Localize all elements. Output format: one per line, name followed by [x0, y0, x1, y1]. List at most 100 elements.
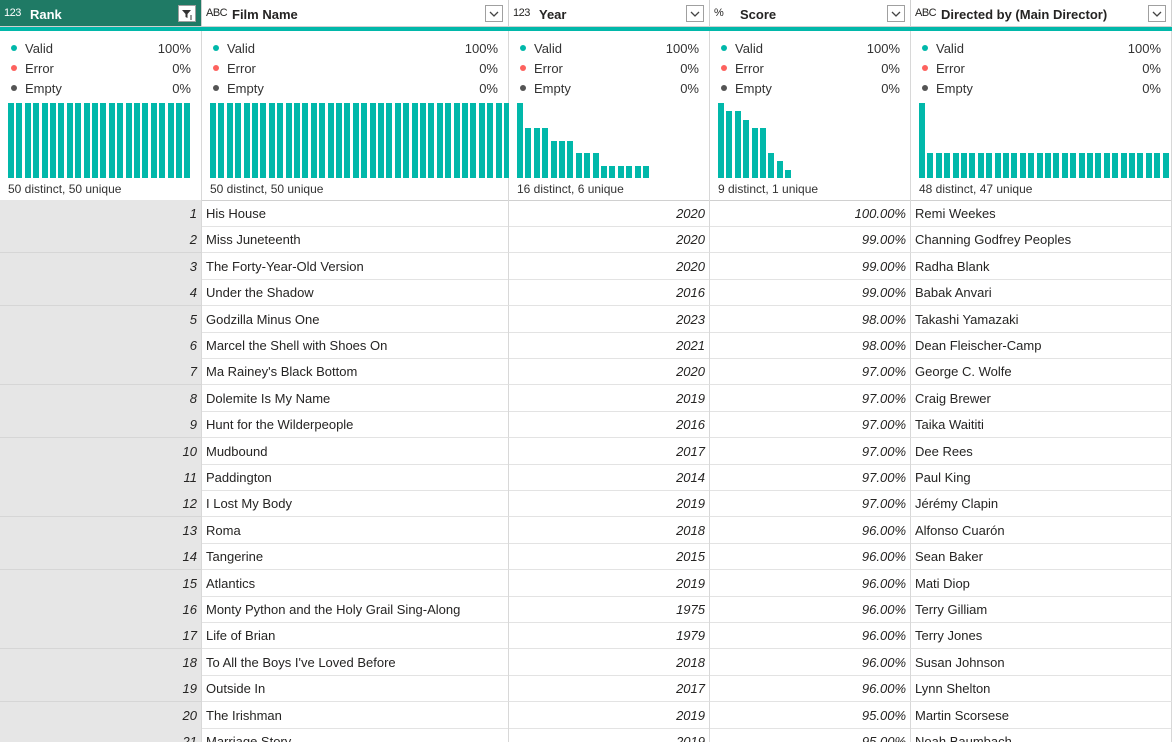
table-cell[interactable]: 2015 — [509, 543, 710, 571]
table-cell[interactable]: 2020 — [509, 200, 710, 227]
table-cell[interactable]: 2018 — [509, 516, 710, 544]
dropdown-button[interactable] — [887, 5, 905, 22]
table-cell[interactable]: 96.00% — [710, 596, 911, 623]
table-cell[interactable]: 2016 — [509, 411, 710, 439]
table-cell[interactable]: Paddington — [202, 464, 509, 491]
table-cell[interactable]: Babak Anvari — [911, 279, 1172, 307]
table-cell[interactable]: Channing Godfrey Peoples — [911, 226, 1172, 254]
dropdown-button[interactable] — [1148, 5, 1166, 22]
type-icon[interactable]: 123 — [513, 7, 530, 19]
table-cell[interactable]: Tangerine — [202, 543, 509, 571]
table-cell[interactable]: 2018 — [509, 648, 710, 676]
table-cell[interactable]: Atlantics — [202, 569, 509, 597]
column-name[interactable]: Film Name — [232, 7, 298, 22]
table-cell[interactable]: Taika Waititi — [911, 411, 1172, 439]
table-cell[interactable]: 97.00% — [710, 358, 911, 386]
table-cell[interactable]: Takashi Yamazaki — [911, 305, 1172, 333]
table-cell[interactable]: I Lost My Body — [202, 490, 509, 518]
table-cell[interactable]: 2019 — [509, 701, 710, 729]
table-cell[interactable]: 95.00% — [710, 701, 911, 729]
table-cell[interactable]: 95.00% — [710, 728, 911, 742]
column-header[interactable]: 123 Year — [509, 0, 710, 27]
table-cell[interactable]: 2020 — [509, 252, 710, 280]
table-cell[interactable]: Dean Fleischer-Camp — [911, 332, 1172, 359]
table-cell[interactable]: 2023 — [509, 305, 710, 333]
table-cell[interactable]: Ma Rainey's Black Bottom — [202, 358, 509, 386]
table-cell[interactable]: 2019 — [509, 569, 710, 597]
table-cell[interactable]: 96.00% — [710, 516, 911, 544]
column-header[interactable]: ABC Film Name — [202, 0, 509, 27]
table-cell[interactable]: 2014 — [509, 464, 710, 491]
column-header[interactable]: ABC Directed by (Main Director) — [911, 0, 1172, 27]
type-icon[interactable]: 123 — [4, 7, 21, 19]
table-cell[interactable]: Paul King — [911, 464, 1172, 491]
table-cell[interactable]: 97.00% — [710, 464, 911, 491]
table-cell[interactable]: Marriage Story — [202, 728, 509, 742]
table-cell[interactable]: 100.00% — [710, 200, 911, 227]
column-name[interactable]: Score — [740, 7, 777, 22]
table-cell[interactable]: Alfonso Cuarón — [911, 516, 1172, 544]
table-cell[interactable]: 99.00% — [710, 226, 911, 254]
table-cell[interactable]: 2020 — [509, 226, 710, 254]
table-cell[interactable]: His House — [202, 200, 509, 227]
table-cell[interactable]: George C. Wolfe — [911, 358, 1172, 386]
table-cell[interactable]: Mati Diop — [911, 569, 1172, 597]
table-cell[interactable]: 97.00% — [710, 490, 911, 518]
table-cell[interactable]: Monty Python and the Holy Grail Sing-Alo… — [202, 596, 509, 623]
table-cell[interactable]: 97.00% — [710, 437, 911, 465]
table-cell[interactable]: Dee Rees — [911, 437, 1172, 465]
table-cell[interactable]: 1975 — [509, 596, 710, 623]
table-cell[interactable]: Roma — [202, 516, 509, 544]
table-cell[interactable]: Martin Scorsese — [911, 701, 1172, 729]
table-cell[interactable]: The Forty-Year-Old Version — [202, 252, 509, 280]
table-cell[interactable]: Hunt for the Wilderpeople — [202, 411, 509, 439]
table-cell[interactable]: The Irishman — [202, 701, 509, 729]
table-cell[interactable]: Under the Shadow — [202, 279, 509, 307]
column-name[interactable]: Rank — [30, 7, 62, 22]
table-cell[interactable]: 97.00% — [710, 384, 911, 412]
table-cell[interactable]: 2019 — [509, 384, 710, 412]
dropdown-button[interactable] — [485, 5, 503, 22]
filter-button[interactable] — [178, 5, 196, 22]
table-cell[interactable]: Life of Brian — [202, 622, 509, 650]
table-cell[interactable]: Sean Baker — [911, 543, 1172, 571]
table-cell[interactable]: 2019 — [509, 490, 710, 518]
column-name[interactable]: Directed by (Main Director) — [941, 7, 1108, 22]
table-cell[interactable]: Radha Blank — [911, 252, 1172, 280]
type-icon[interactable]: ABC — [206, 7, 228, 19]
table-cell[interactable]: 98.00% — [710, 332, 911, 359]
column-header[interactable]: 123 Rank — [0, 0, 202, 27]
table-cell[interactable]: Terry Jones — [911, 622, 1172, 650]
table-cell[interactable]: Jérémy Clapin — [911, 490, 1172, 518]
table-cell[interactable]: Marcel the Shell with Shoes On — [202, 332, 509, 359]
table-cell[interactable]: 2021 — [509, 332, 710, 359]
type-icon[interactable]: ABC — [915, 7, 937, 19]
table-cell[interactable]: Dolemite Is My Name — [202, 384, 509, 412]
table-cell[interactable]: Mudbound — [202, 437, 509, 465]
table-cell[interactable]: 96.00% — [710, 622, 911, 650]
table-cell[interactable]: To All the Boys I've Loved Before — [202, 648, 509, 676]
dropdown-button[interactable] — [686, 5, 704, 22]
table-cell[interactable]: 99.00% — [710, 279, 911, 307]
table-cell[interactable]: Outside In — [202, 675, 509, 703]
table-cell[interactable]: Lynn Shelton — [911, 675, 1172, 703]
table-cell[interactable]: 96.00% — [710, 543, 911, 571]
table-cell[interactable]: Miss Juneteenth — [202, 226, 509, 254]
table-cell[interactable]: 96.00% — [710, 675, 911, 703]
table-cell[interactable]: 1979 — [509, 622, 710, 650]
column-header[interactable]: % Score — [710, 0, 911, 27]
table-cell[interactable]: Craig Brewer — [911, 384, 1172, 412]
table-cell[interactable]: 96.00% — [710, 648, 911, 676]
table-cell[interactable]: 2020 — [509, 358, 710, 386]
table-cell[interactable]: 96.00% — [710, 569, 911, 597]
table-cell[interactable]: Godzilla Minus One — [202, 305, 509, 333]
table-cell[interactable]: Terry Gilliam — [911, 596, 1172, 623]
table-cell[interactable]: 98.00% — [710, 305, 911, 333]
table-cell[interactable]: 2017 — [509, 437, 710, 465]
table-cell[interactable]: 2017 — [509, 675, 710, 703]
table-cell[interactable]: 97.00% — [710, 411, 911, 439]
type-icon[interactable]: % — [714, 7, 724, 19]
table-cell[interactable]: Remi Weekes — [911, 200, 1172, 227]
table-cell[interactable]: 2016 — [509, 279, 710, 307]
table-cell[interactable]: Noah Baumbach — [911, 728, 1172, 742]
